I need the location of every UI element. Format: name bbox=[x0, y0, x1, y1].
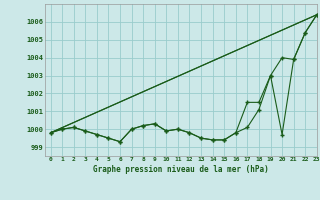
X-axis label: Graphe pression niveau de la mer (hPa): Graphe pression niveau de la mer (hPa) bbox=[93, 165, 269, 174]
